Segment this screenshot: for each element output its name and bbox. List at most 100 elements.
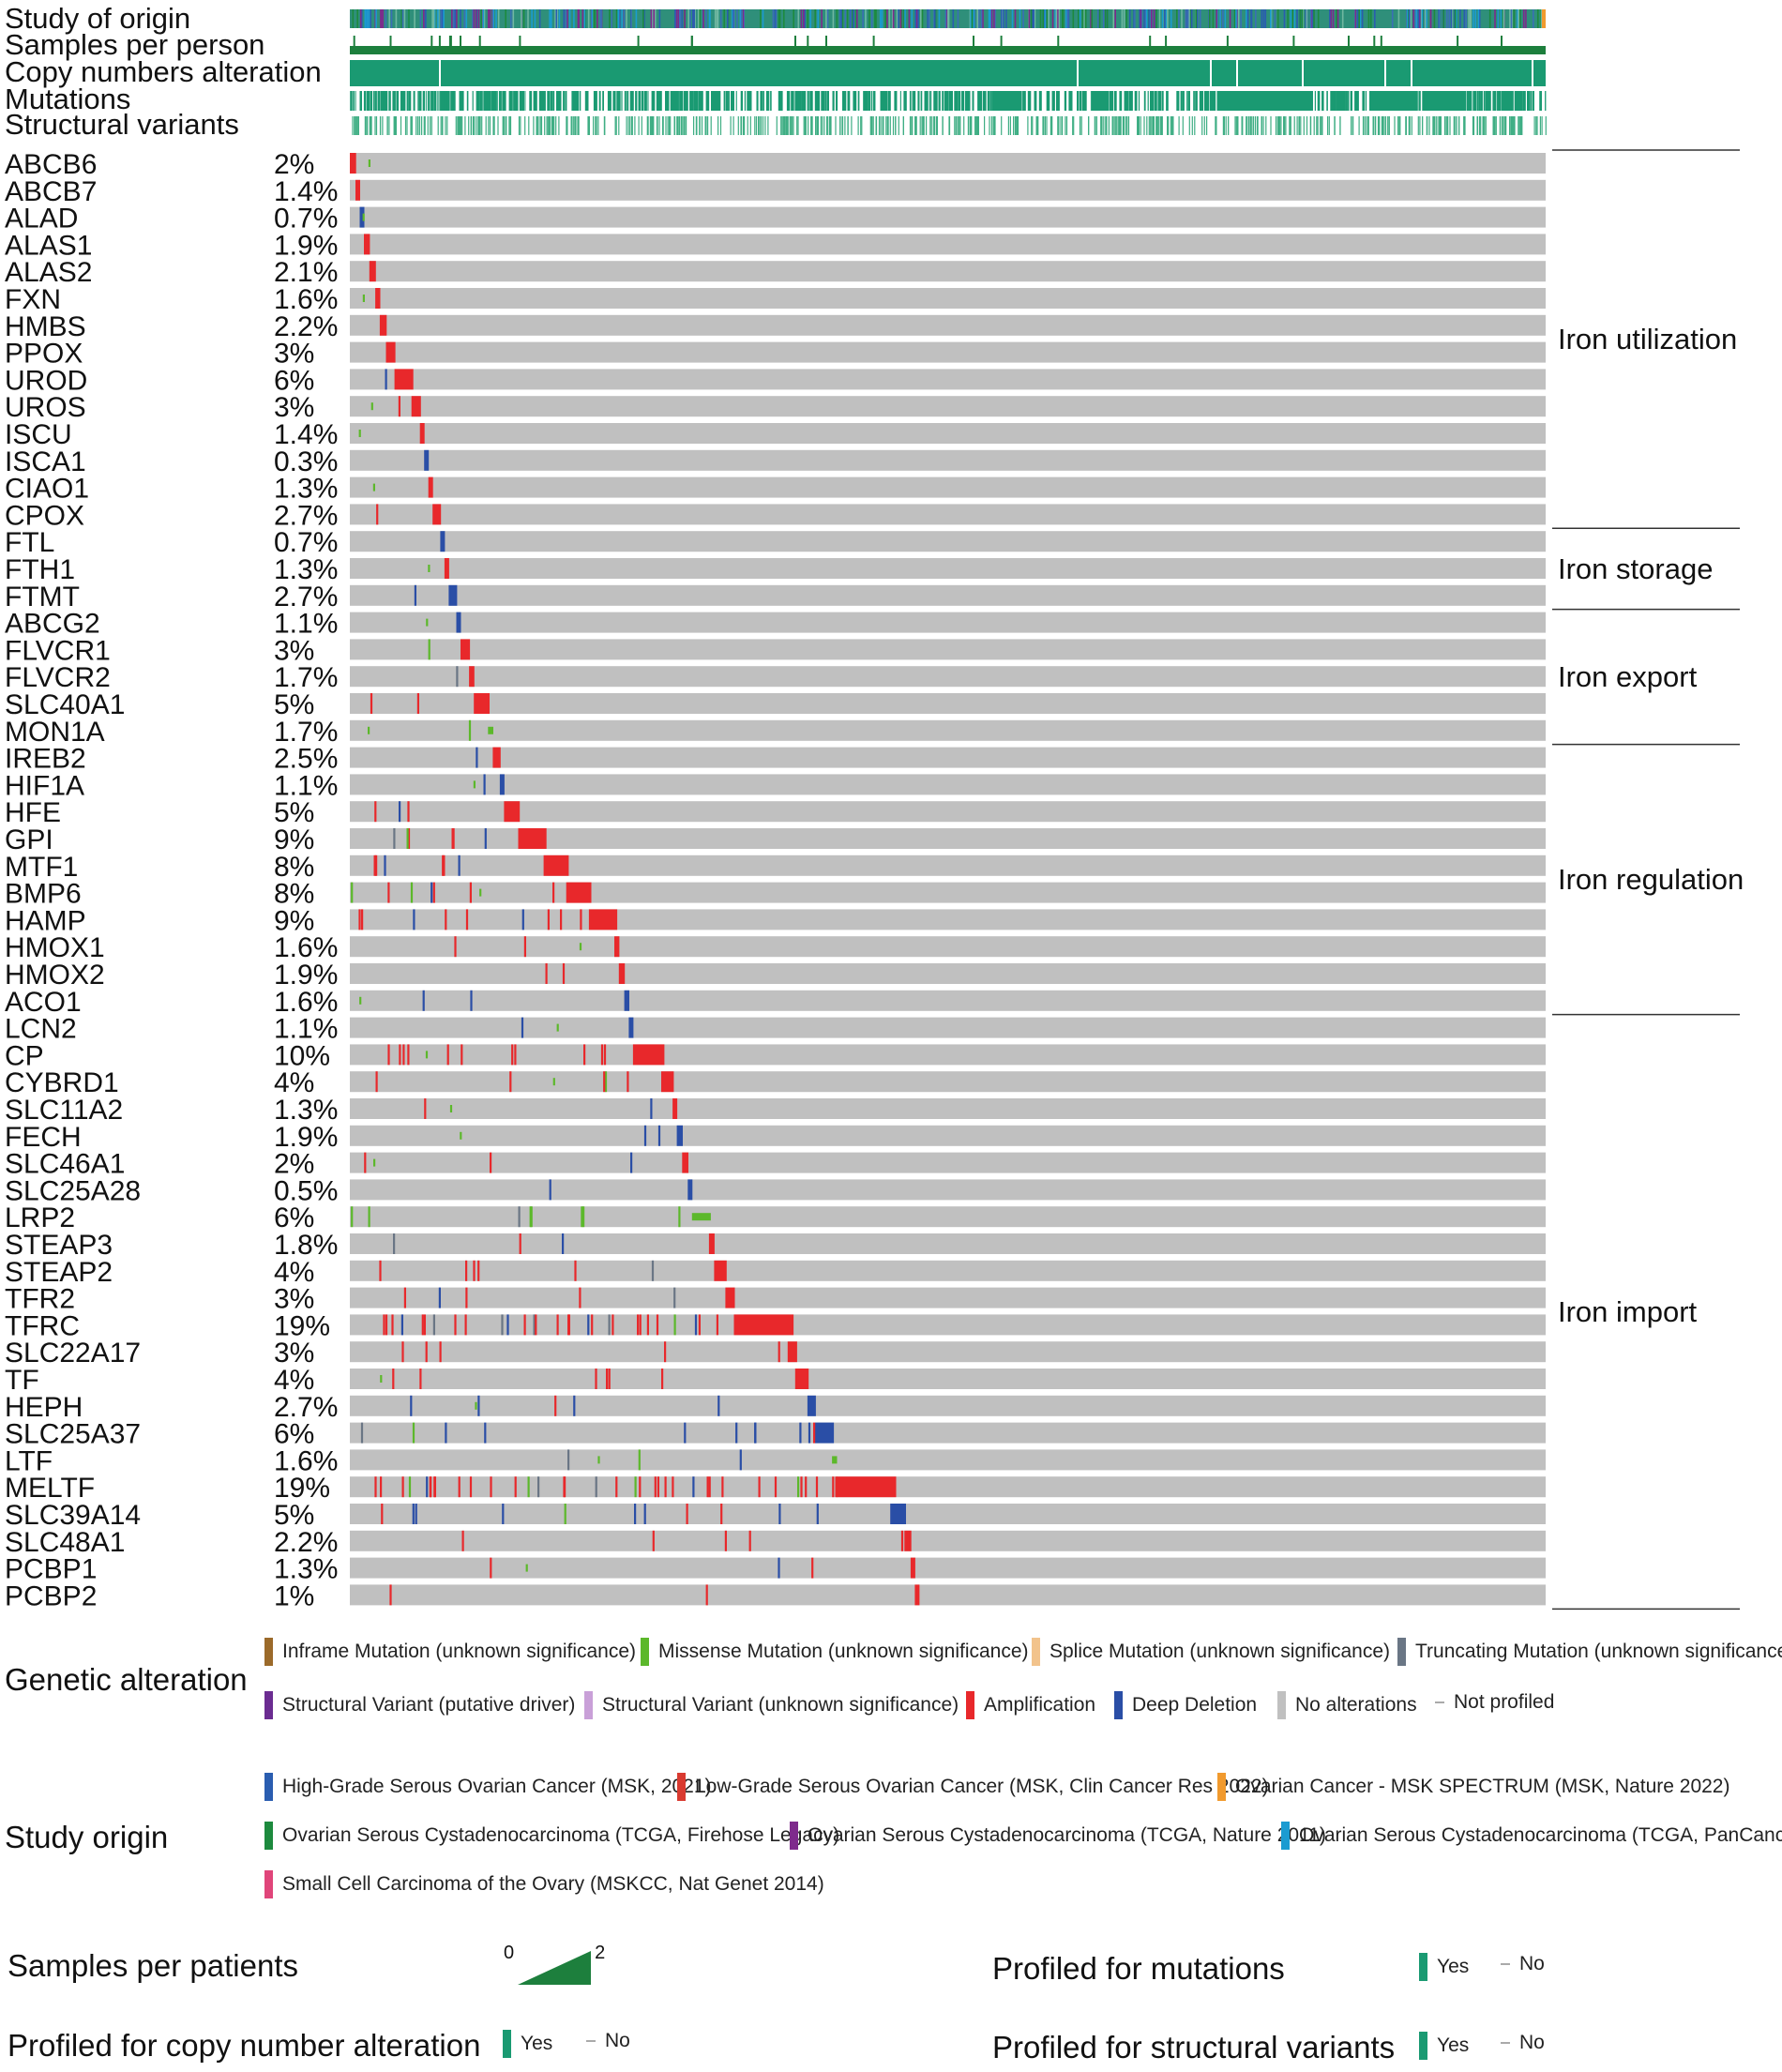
- study-origin-cell: [694, 9, 696, 28]
- mutations-cell: [575, 91, 577, 111]
- alteration-cell: [664, 1476, 667, 1498]
- study-origin-cell: [365, 9, 368, 28]
- study-origin-cell: [594, 9, 596, 28]
- study-origin-cell: [1317, 9, 1320, 28]
- structural-variant-cell: [400, 116, 402, 135]
- mutations-cell: [1058, 91, 1060, 111]
- study-origin-cell: [892, 9, 895, 28]
- alteration-block: [428, 476, 433, 498]
- mutations-cell: [577, 91, 580, 111]
- study-origin-cell: [856, 9, 858, 28]
- study-origin-cell: [674, 9, 676, 28]
- mutations-cell: [1022, 91, 1025, 111]
- study-origin-cell: [760, 9, 762, 28]
- structural-variant-cell: [975, 116, 977, 135]
- gene-percent: 1.1%: [274, 609, 338, 640]
- mutations-cell: [367, 91, 370, 111]
- gene-row-alas1: ALAS1 1.9%: [5, 230, 1546, 261]
- study-origin-cell: [551, 9, 552, 28]
- alteration-cell: [476, 747, 478, 768]
- alteration-cell: [615, 1476, 618, 1498]
- gene-row-lcn2: LCN2 1.1%: [5, 1014, 1546, 1045]
- study-origin-cell: [896, 9, 899, 28]
- gene-row-isca1: ISCA1 0.3%: [5, 446, 1546, 477]
- study-origin-cell: [1051, 9, 1054, 28]
- gene-row-slc25a37: SLC25A37 6%: [5, 1419, 1546, 1450]
- mutations-cell: [1155, 91, 1157, 111]
- structural-variant-cell: [822, 116, 823, 135]
- gene-label: HMOX2: [5, 960, 105, 991]
- gene-track-bg: [350, 1125, 1546, 1146]
- mutations-cell: [1497, 91, 1501, 111]
- study-origin-cell: [1374, 9, 1376, 28]
- alteration-cell: [393, 828, 396, 849]
- structural-variant-cell: [922, 116, 924, 135]
- study-origin-cell: [727, 9, 729, 28]
- study-origin-cell: [1477, 9, 1480, 28]
- mutations-cell: [1423, 91, 1425, 111]
- study-origin-cell: [915, 9, 918, 28]
- mutations-cell: [731, 91, 733, 111]
- structural-variant-cell: [393, 116, 395, 135]
- mutations-cell: [609, 91, 612, 111]
- alteration-cell: [564, 1504, 566, 1524]
- study-origin-cell: [472, 9, 474, 28]
- alteration-cell: [606, 1369, 609, 1389]
- study-origin-cell: [1019, 9, 1021, 28]
- gene-percent: 3%: [274, 1338, 314, 1369]
- structural-variant-cell: [618, 116, 620, 135]
- structural-variant-cell: [1201, 116, 1203, 135]
- alteration-cell: [368, 1206, 370, 1228]
- samples-gradient: 0 2: [504, 1943, 605, 1985]
- alteration-cell: [530, 1206, 533, 1228]
- study-origin-cell: [1424, 9, 1427, 28]
- study-origin-cell: [390, 9, 393, 28]
- alteration-block: [424, 449, 430, 471]
- structural-variant-cell: [963, 116, 965, 135]
- mutations-cell: [882, 91, 884, 111]
- study-origin-cell: [1033, 9, 1034, 28]
- study-origin-cell: [1422, 9, 1425, 28]
- mutations-cell: [1023, 91, 1026, 111]
- gene-track-bg: [350, 639, 1546, 660]
- mutations-cell: [716, 91, 717, 111]
- study-legend-item: Ovarian Serous Cystadenocarcinoma (TCGA,…: [790, 1822, 1326, 1850]
- study-origin-cell: [739, 9, 742, 28]
- structural-variant-cell: [885, 116, 887, 135]
- study-origin-cell: [1164, 9, 1166, 28]
- structural-variant-cell: [1351, 116, 1352, 135]
- study-origin-cell: [1305, 9, 1307, 28]
- structural-variant-cell: [926, 116, 928, 135]
- gene-label: CPOX: [5, 500, 84, 531]
- structural-variant-cell: [1123, 116, 1125, 135]
- gene-track-bg: [350, 1395, 1546, 1416]
- study-origin-cell: [554, 9, 556, 28]
- structural-variant-cell: [860, 116, 862, 135]
- alteration-cell: [735, 1422, 738, 1444]
- gene-percent: 1%: [274, 1580, 314, 1611]
- gene-row-slc25a28: SLC25A28 0.5%: [5, 1175, 1546, 1206]
- alteration-block: [676, 1125, 683, 1146]
- structural-variant-cell: [1316, 116, 1318, 135]
- gene-percent: 5%: [274, 1500, 314, 1531]
- mutations-cell: [513, 91, 516, 111]
- structural-variant-cell: [528, 116, 530, 135]
- copy-number-gap: [1210, 60, 1212, 86]
- alteration-block: [624, 990, 629, 1011]
- study-origin-cell: [809, 9, 811, 28]
- study-origin-cell: [401, 9, 404, 28]
- structural-variant-cell: [1364, 116, 1366, 135]
- structural-variant-cell: [1161, 116, 1163, 135]
- mutations-cell: [894, 91, 898, 111]
- mutations-cell: [796, 91, 800, 111]
- structural-variant-cell: [479, 116, 481, 135]
- mutations-cell: [422, 91, 426, 111]
- copy-number-gap: [1302, 60, 1304, 86]
- alteration-cell: [654, 1476, 657, 1498]
- mutations-cell: [488, 91, 491, 111]
- gene-track-bg: [350, 341, 1546, 363]
- gene-track-bg: [350, 1476, 1546, 1498]
- study-origin-cell: [714, 9, 717, 28]
- structural-variant-cell: [1246, 116, 1247, 135]
